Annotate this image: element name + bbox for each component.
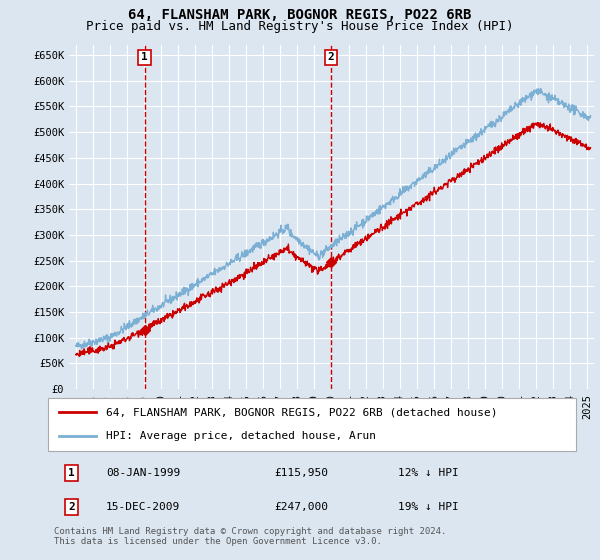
Text: HPI: Average price, detached house, Arun: HPI: Average price, detached house, Arun: [106, 431, 376, 441]
Text: £115,950: £115,950: [274, 468, 328, 478]
Text: £247,000: £247,000: [274, 502, 328, 512]
FancyBboxPatch shape: [48, 398, 576, 451]
Text: 64, FLANSHAM PARK, BOGNOR REGIS, PO22 6RB: 64, FLANSHAM PARK, BOGNOR REGIS, PO22 6R…: [128, 8, 472, 22]
Text: 64, FLANSHAM PARK, BOGNOR REGIS, PO22 6RB (detached house): 64, FLANSHAM PARK, BOGNOR REGIS, PO22 6R…: [106, 408, 497, 418]
Text: 2: 2: [68, 502, 75, 512]
Text: 19% ↓ HPI: 19% ↓ HPI: [398, 502, 458, 512]
Text: 15-DEC-2009: 15-DEC-2009: [106, 502, 180, 512]
Text: 1: 1: [68, 468, 75, 478]
Text: Contains HM Land Registry data © Crown copyright and database right 2024.
This d: Contains HM Land Registry data © Crown c…: [54, 526, 446, 546]
Text: 1: 1: [141, 53, 148, 62]
Text: 12% ↓ HPI: 12% ↓ HPI: [398, 468, 458, 478]
Text: 2: 2: [328, 53, 334, 62]
Text: 08-JAN-1999: 08-JAN-1999: [106, 468, 180, 478]
Text: Price paid vs. HM Land Registry's House Price Index (HPI): Price paid vs. HM Land Registry's House …: [86, 20, 514, 32]
